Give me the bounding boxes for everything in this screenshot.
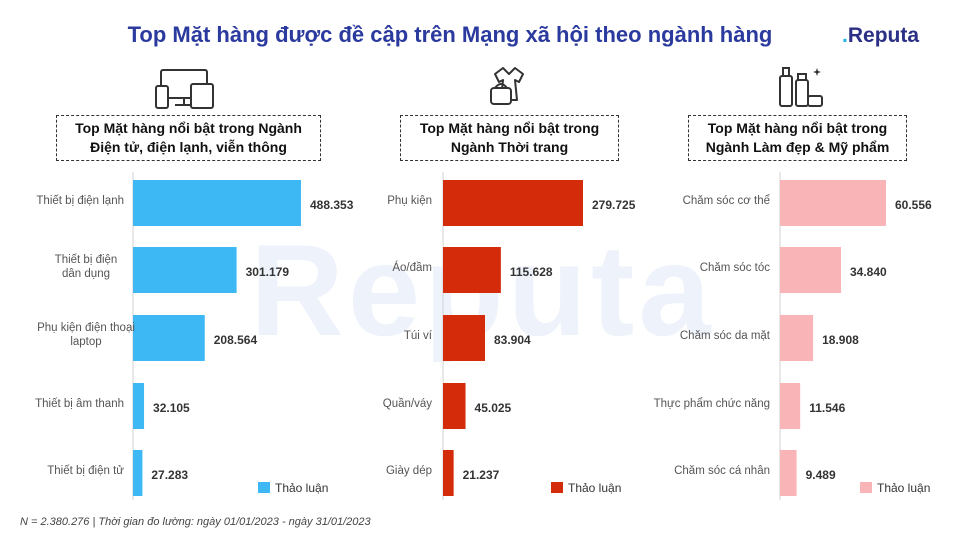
data-label: 83.904 [494,333,531,347]
bar [780,247,841,293]
header-beauty: Top Mặt hàng nổi bật trong Ngành Làm đẹp … [688,115,907,161]
category-label: Thiết bị âm thanh [35,398,124,410]
bar [133,180,301,226]
electronics-devices-icon [155,69,214,109]
bar [443,247,501,293]
bar [780,383,801,429]
page-title: Top Mặt hàng được đề cập trên Mạng xã hộ… [127,22,773,47]
data-label: 208.564 [214,333,258,347]
data-label: 34.840 [850,265,887,279]
bar [443,450,454,496]
legend-label: Thảo luận [275,481,328,495]
data-label: 279.725 [592,198,636,212]
category-label: Chăm sóc cá nhân [674,465,770,477]
category-label: Phụ kiện điện thoại laptop [37,322,135,348]
header-fashion: Top Mặt hàng nổi bật trong Ngành Thời tra… [400,115,619,161]
data-label: 9.489 [806,468,836,482]
bar [133,450,143,496]
legend-label: Thảo luận [877,481,930,495]
data-label: 18.908 [822,333,859,347]
bar [780,180,886,226]
bar [133,383,145,429]
category-label: Chăm sóc cơ thể [683,195,770,207]
brand-logo: .Reputa [842,24,920,47]
bar [780,315,814,361]
category-label: Thực phẩm chức năng [654,398,770,410]
bar [443,383,466,429]
bar [443,315,485,361]
category-label: Phụ kiện [387,195,432,207]
cosmetics-bottles-icon [779,67,823,107]
category-label: Quần/váy [383,398,432,410]
category-label: Chăm sóc da mặt [680,330,771,342]
category-label: Chăm sóc tóc [700,262,771,274]
category-label: Áo/đầm [392,261,432,274]
data-label: 488.353 [310,198,354,212]
data-label: 115.628 [510,265,553,279]
category-label: Thiết bị điện dân dụng [55,254,118,280]
footnote: N = 2.380.276 | Thời gian đo lường: ngày… [20,516,371,528]
data-label: 27.283 [151,468,188,482]
data-label: 45.025 [475,401,512,415]
category-label: Thiết bị điện tử [47,465,124,477]
data-label: 32.105 [153,401,190,415]
bar [133,315,205,361]
data-label: 11.546 [809,401,845,415]
legend-label: Thảo luận [568,481,621,495]
legend-swatch [551,482,563,493]
bar [780,450,797,496]
data-label: 301.179 [246,265,290,279]
data-label: 21.237 [463,468,500,482]
category-label: Giày dép [386,465,432,477]
header-electronics: Top Mặt hàng nổi bật trong Ngành Điện tử,… [56,115,321,161]
fashion-dress-bag-icon [490,67,524,105]
bar [133,247,237,293]
data-label: 60.556 [895,198,932,212]
bar [443,180,583,226]
legend-swatch [860,482,872,493]
legend-swatch [258,482,270,493]
category-label: Túi ví [404,330,433,342]
category-label: Thiết bị điện lạnh [36,195,124,207]
